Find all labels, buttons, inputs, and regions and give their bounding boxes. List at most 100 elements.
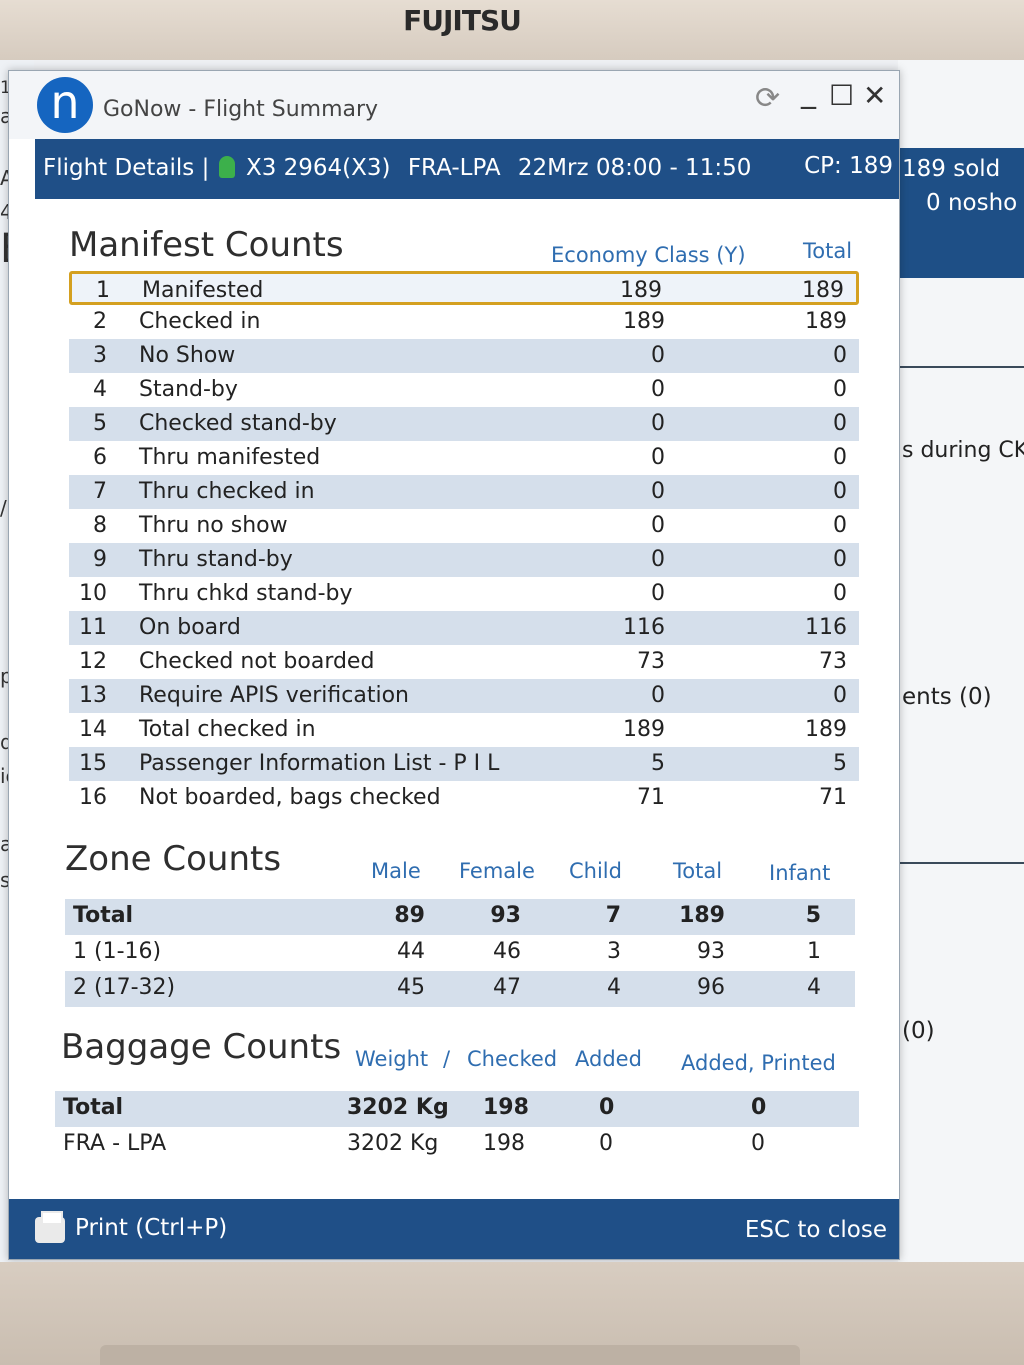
window-title: GoNow - Flight Summary — [103, 97, 379, 122]
esc-hint[interactable]: ESC to close — [744, 1217, 887, 1243]
row-number: 3 — [93, 343, 107, 368]
row-label: Not boarded, bags checked — [139, 785, 441, 810]
printer-icon[interactable] — [35, 1211, 65, 1243]
manifest-row[interactable]: 7 Thru checked in 0 0 — [69, 475, 859, 509]
flight-details-header: Flight Details | X3 2964(X3) FRA-LPA 22M… — [35, 139, 899, 199]
manifest-row[interactable]: 8 Thru no show 0 0 — [69, 509, 859, 543]
manifest-row[interactable]: 10 Thru chkd stand-by 0 0 — [69, 577, 859, 611]
total-value: 73 — [819, 649, 847, 674]
row-label: On board — [139, 615, 241, 640]
row-number: 2 — [93, 309, 107, 334]
close-button[interactable]: ✕ — [863, 79, 887, 112]
zone-row[interactable]: Total 89 93 7 189 5 — [65, 899, 855, 935]
baggage-weight: 3202 Kg — [347, 1131, 439, 1156]
economy-value: 116 — [623, 615, 665, 640]
manifest-row[interactable]: 13 Require APIS verification 0 0 — [69, 679, 859, 713]
gonow-logo: n — [37, 77, 93, 133]
column-checked: Checked — [467, 1047, 558, 1071]
bg-text[interactable]: (0) — [902, 1018, 935, 1044]
row-number: 8 — [93, 513, 107, 538]
screen: 1, A arch A-L 44 E / py de ic at s c 189… — [0, 60, 1024, 1262]
baggage-label: FRA - LPA — [63, 1131, 167, 1156]
manifest-row[interactable]: 1 Manifested 189 189 — [69, 271, 859, 305]
total-value: 189 — [802, 278, 844, 303]
row-number: 14 — [79, 717, 107, 742]
total-value: 116 — [805, 615, 847, 640]
column-separator: / — [443, 1047, 451, 1071]
economy-value: 0 — [651, 683, 665, 708]
manifest-row[interactable]: 6 Thru manifested 0 0 — [69, 441, 859, 475]
baggage-label: Total — [63, 1095, 124, 1120]
zone-label: Total — [73, 903, 134, 928]
baggage-weight: 3202 Kg — [347, 1095, 449, 1120]
zone-female: 46 — [493, 939, 521, 964]
zone-female: 93 — [490, 903, 521, 928]
zone-row[interactable]: 2 (17-32) 45 47 4 96 4 — [65, 971, 855, 1007]
divider — [900, 366, 1024, 368]
row-number: 7 — [93, 479, 107, 504]
total-value: 0 — [833, 445, 847, 470]
baggage-row[interactable]: Total 3202 Kg 198 0 0 — [55, 1091, 859, 1127]
row-label: Checked not boarded — [139, 649, 375, 674]
manifest-row[interactable]: 14 Total checked in 189 189 — [69, 713, 859, 747]
total-value: 189 — [805, 717, 847, 742]
total-value: 0 — [833, 683, 847, 708]
bg-text[interactable]: ents (0) — [902, 684, 992, 710]
row-number: 4 — [93, 377, 107, 402]
row-label: Stand-by — [139, 377, 238, 402]
column-child: Child — [569, 859, 622, 883]
manifest-row[interactable]: 12 Checked not boarded 73 73 — [69, 645, 859, 679]
manifest-row[interactable]: 9 Thru stand-by 0 0 — [69, 543, 859, 577]
monitor-bezel-top: FUJITSU — [0, 0, 1024, 60]
baggage-printed: 0 — [751, 1095, 767, 1120]
row-number: 5 — [93, 411, 107, 436]
bg-text: s during CKI — [902, 438, 1024, 463]
manifest-row[interactable]: 5 Checked stand-by 0 0 — [69, 407, 859, 441]
zone-infant: 4 — [807, 975, 821, 1000]
row-number: 12 — [79, 649, 107, 674]
row-label: Require APIS verification — [139, 683, 409, 708]
flight-details-label: Flight Details | — [43, 155, 210, 181]
column-infant: Infant — [769, 861, 831, 885]
zone-female: 47 — [493, 975, 521, 1000]
economy-value: 73 — [637, 649, 665, 674]
manifest-row[interactable]: 4 Stand-by 0 0 — [69, 373, 859, 407]
total-value: 189 — [805, 309, 847, 334]
manifest-row[interactable]: 15 Passenger Information List - P I L 5 5 — [69, 747, 859, 781]
row-number: 11 — [79, 615, 107, 640]
zone-total: 96 — [697, 975, 725, 1000]
baggage-added: 0 — [599, 1095, 615, 1120]
total-value: 71 — [819, 785, 847, 810]
row-label: Thru stand-by — [139, 547, 293, 572]
economy-value: 5 — [651, 751, 665, 776]
baggage-row[interactable]: FRA - LPA 3202 Kg 198 0 0 — [55, 1127, 859, 1163]
row-label: Thru no show — [139, 513, 288, 538]
column-added: Added — [575, 1047, 642, 1071]
refresh-icon[interactable]: ⟳ — [755, 81, 781, 116]
economy-value: 0 — [651, 411, 665, 436]
minimize-button[interactable]: _ — [801, 75, 816, 110]
sold-count: 189 sold — [902, 156, 1001, 182]
total-value: 0 — [833, 547, 847, 572]
noshow-count: 0 nosho — [926, 190, 1018, 216]
manifest-row[interactable]: 16 Not boarded, bags checked 71 71 — [69, 781, 859, 815]
economy-value: 0 — [651, 513, 665, 538]
manifest-row[interactable]: 3 No Show 0 0 — [69, 339, 859, 373]
row-label: No Show — [139, 343, 236, 368]
manifest-row[interactable]: 2 Checked in 189 189 — [69, 305, 859, 339]
print-button[interactable]: Print (Ctrl+P) — [75, 1215, 228, 1241]
zone-label: 2 (17-32) — [73, 975, 176, 1000]
row-label: Checked in — [139, 309, 261, 334]
monitor-brand: FUJITSU — [403, 4, 522, 37]
total-value: 0 — [833, 581, 847, 606]
baggage-added: 0 — [599, 1131, 613, 1156]
total-value: 0 — [833, 411, 847, 436]
manifest-row[interactable]: 11 On board 116 116 — [69, 611, 859, 645]
column-weight: Weight — [355, 1047, 429, 1071]
maximize-button[interactable]: ☐ — [829, 79, 855, 112]
zone-total: 93 — [697, 939, 725, 964]
keyboard-edge — [100, 1345, 800, 1365]
baggage-printed: 0 — [751, 1131, 765, 1156]
zone-male: 44 — [397, 939, 425, 964]
zone-row[interactable]: 1 (1-16) 44 46 3 93 1 — [65, 935, 855, 971]
